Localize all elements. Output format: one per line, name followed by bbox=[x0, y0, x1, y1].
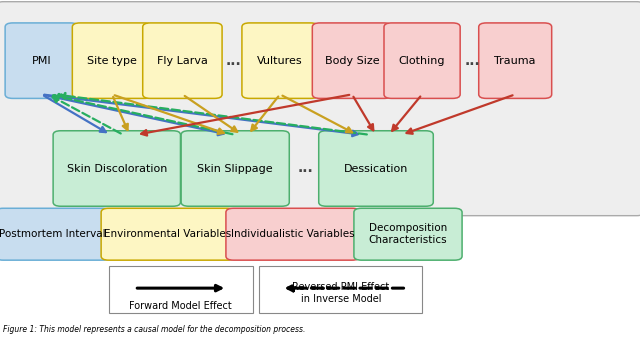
FancyBboxPatch shape bbox=[143, 23, 222, 98]
FancyBboxPatch shape bbox=[0, 2, 640, 216]
FancyBboxPatch shape bbox=[312, 23, 392, 98]
Text: Dessication: Dessication bbox=[344, 163, 408, 174]
Text: Fly Larva: Fly Larva bbox=[157, 56, 208, 66]
FancyBboxPatch shape bbox=[354, 208, 462, 260]
Text: Body Size: Body Size bbox=[324, 56, 380, 66]
Text: Site type: Site type bbox=[87, 56, 137, 66]
Text: Decomposition
Characteristics: Decomposition Characteristics bbox=[369, 223, 447, 245]
Text: Individualistic Variables: Individualistic Variables bbox=[231, 229, 355, 239]
Text: Reversed PMI Effect
in Inverse Model: Reversed PMI Effect in Inverse Model bbox=[292, 282, 389, 304]
Text: Skin Slippage: Skin Slippage bbox=[197, 163, 273, 174]
FancyBboxPatch shape bbox=[53, 131, 180, 206]
FancyBboxPatch shape bbox=[479, 23, 552, 98]
Text: Vultures: Vultures bbox=[257, 56, 303, 66]
FancyBboxPatch shape bbox=[72, 23, 152, 98]
Text: PMI: PMI bbox=[32, 56, 51, 66]
FancyBboxPatch shape bbox=[109, 266, 253, 313]
Text: Environmental Variables: Environmental Variables bbox=[104, 229, 232, 239]
Text: ...: ... bbox=[298, 161, 314, 176]
FancyBboxPatch shape bbox=[101, 208, 235, 260]
Text: Forward Model Effect: Forward Model Effect bbox=[129, 301, 232, 311]
FancyBboxPatch shape bbox=[319, 131, 433, 206]
FancyBboxPatch shape bbox=[0, 208, 110, 260]
Text: Trauma: Trauma bbox=[495, 56, 536, 66]
Text: Postmortem Interval: Postmortem Interval bbox=[0, 229, 106, 239]
Text: ...: ... bbox=[465, 54, 480, 68]
FancyBboxPatch shape bbox=[384, 23, 460, 98]
Text: Skin Discoloration: Skin Discoloration bbox=[67, 163, 167, 174]
FancyBboxPatch shape bbox=[5, 23, 78, 98]
FancyBboxPatch shape bbox=[242, 23, 318, 98]
FancyBboxPatch shape bbox=[259, 266, 422, 313]
FancyBboxPatch shape bbox=[181, 131, 289, 206]
Text: ...: ... bbox=[226, 54, 241, 68]
Text: Clothing: Clothing bbox=[399, 56, 445, 66]
FancyBboxPatch shape bbox=[226, 208, 360, 260]
Text: Figure 1: This model represents a causal model for the decomposition process.: Figure 1: This model represents a causal… bbox=[3, 325, 305, 334]
